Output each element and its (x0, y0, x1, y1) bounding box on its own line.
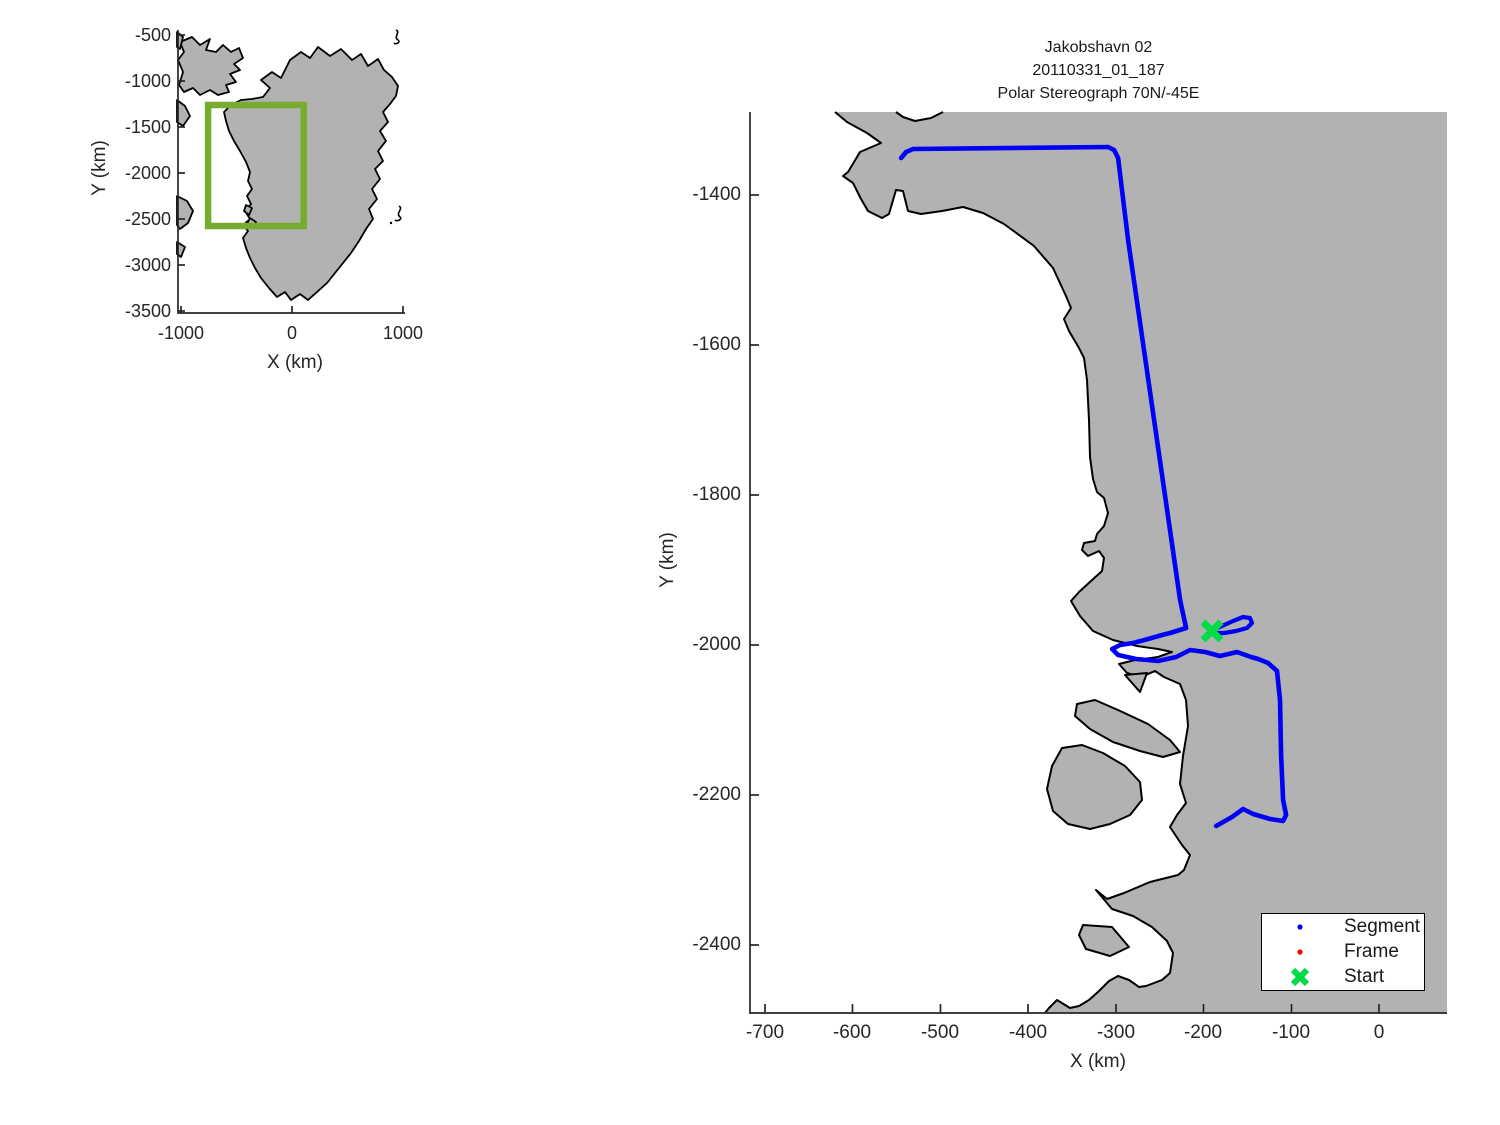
detail-fjord-islet (1124, 672, 1148, 693)
overview-greenland-coastline (223, 46, 399, 301)
overview-y-tick-label: -2000 (124, 163, 171, 183)
detail-x-tick-label: -200 (1183, 1022, 1223, 1043)
detail-x-tick-label: -700 (745, 1022, 785, 1043)
overview-y-tick-label: -3500 (124, 301, 171, 321)
legend: Segment Frame Start (1261, 913, 1425, 991)
title-line-3: Polar Stereograph 70N/-45E (997, 85, 1200, 102)
overview-squiggle-island (393, 29, 400, 45)
detail-coastline (834, 111, 1191, 1014)
roi-rectangle (204, 101, 307, 230)
detail-x-axis-label: X (km) (1070, 1051, 1126, 1072)
overview-islet (243, 204, 253, 216)
detail-x-tick-label: -600 (832, 1022, 872, 1043)
overview-y-tick-label: -2500 (124, 209, 171, 229)
detail-x-tick-label: -100 (1271, 1022, 1311, 1043)
legend-label-frame: Frame (1344, 940, 1399, 962)
overview-tick-marks (178, 34, 404, 313)
overview-squiggle-island (389, 221, 393, 225)
overview-edge-land (176, 241, 186, 258)
overview-archipelago (177, 36, 244, 96)
legend-label-segment: Segment (1344, 915, 1421, 937)
start-x-icon (1262, 965, 1338, 989)
overview-squiggle-island (394, 205, 402, 222)
overview-edge-land (176, 195, 194, 230)
detail-long-island (1074, 699, 1181, 758)
segment-dot-icon (1262, 920, 1338, 934)
detail-x-tick-label: -500 (920, 1022, 960, 1043)
detail-mainland (835, 112, 1447, 1013)
detail-x-tick-label: 0 (1373, 1022, 1385, 1043)
detail-y-tick-label: -1400 (692, 184, 741, 205)
flight-track-loop (1210, 614, 1255, 636)
overview-edge-land (176, 99, 191, 127)
overview-x-tick-label: 1000 (382, 323, 424, 343)
detail-axes (749, 112, 1447, 1014)
overview-y-axis-label: Y (km) (89, 140, 110, 196)
detail-y-axis-label: Y (km) (657, 532, 678, 588)
overview-x-tick-label: -1000 (157, 323, 205, 343)
overview-y-tick-label: -1000 (124, 71, 171, 91)
legend-row-start: Start (1262, 965, 1424, 990)
detail-x-tick-label: -400 (1008, 1022, 1048, 1043)
detail-map-title: Jakobshavn 02 20110331_01_187 Polar Ster… (898, 36, 1299, 105)
overview-greenland-land (224, 47, 398, 300)
detail-top-notch-coastline (895, 111, 944, 122)
legend-row-frame: Frame (1262, 939, 1424, 964)
detail-map (749, 111, 1447, 1014)
overview-x-tick-label: 0 (286, 323, 297, 343)
overview-y-tick-label: -1500 (124, 117, 171, 137)
overview-x-axis-label: X (km) (267, 352, 323, 373)
detail-tick-marks (750, 194, 1380, 1013)
detail-y-tick-label: -1600 (692, 334, 741, 355)
legend-row-segment: Segment (1262, 914, 1424, 939)
title-line-1: Jakobshavn 02 (1044, 39, 1153, 56)
overview-map (176, 29, 405, 314)
frame-dot-icon (1262, 945, 1338, 959)
detail-x-tick-label: -300 (1096, 1022, 1136, 1043)
flight-track-segment (898, 144, 1289, 829)
detail-y-tick-label: -1800 (692, 484, 741, 505)
start-marker (1200, 619, 1224, 643)
detail-y-tick-label: -2000 (692, 634, 741, 655)
overview-y-tick-label: -500 (134, 25, 171, 45)
title-line-2: 20110331_01_187 (1032, 62, 1165, 79)
legend-label-start: Start (1344, 966, 1385, 988)
overview-y-tick-label: -3000 (124, 255, 171, 275)
detail-inlet-island (1078, 924, 1130, 957)
overview-axes (177, 30, 405, 314)
detail-y-tick-label: -2200 (692, 784, 741, 805)
detail-round-island (1046, 744, 1143, 830)
detail-y-tick-label: -2400 (692, 934, 741, 955)
